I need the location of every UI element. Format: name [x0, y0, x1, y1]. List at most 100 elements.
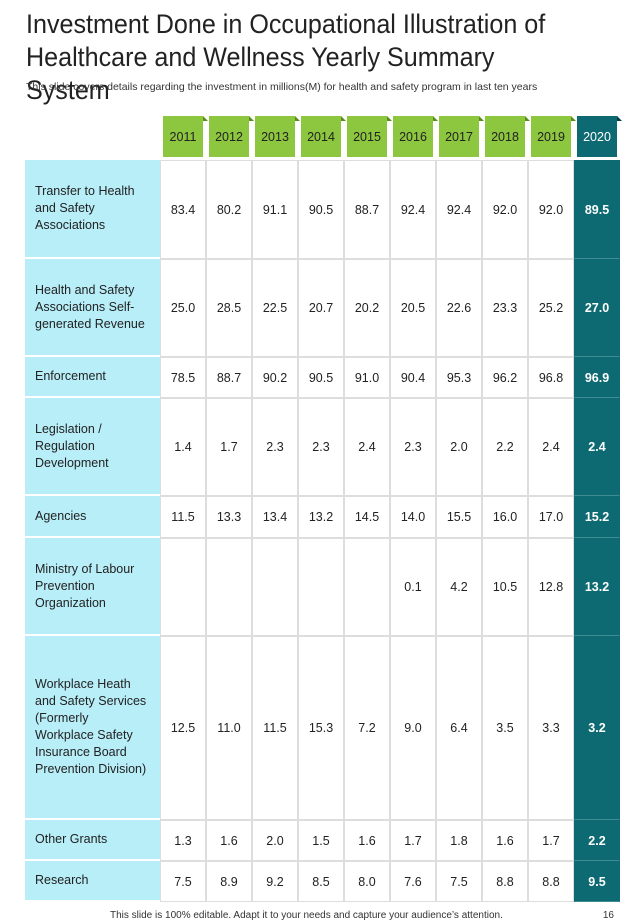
year-header: 2016 — [393, 116, 438, 157]
value-cell: 1.6 — [344, 820, 390, 861]
value-cell: 1.6 — [482, 820, 528, 861]
value-cell: 96.9 — [574, 357, 620, 398]
value-cell: 7.2 — [344, 636, 390, 820]
value-cell: 92.0 — [482, 160, 528, 259]
value-cell: 1.3 — [160, 820, 206, 861]
row-label: Health and Safety Associations Self-gene… — [25, 259, 160, 357]
value-cell: 2.3 — [252, 398, 298, 496]
value-cell: 2.0 — [436, 398, 482, 496]
value-cell — [344, 538, 390, 636]
value-cell: 2.2 — [482, 398, 528, 496]
value-cell: 2.0 — [252, 820, 298, 861]
year-header: 2013 — [255, 116, 300, 157]
subtitle: This slide covers details regarding the … — [26, 81, 538, 93]
value-cell: 14.5 — [344, 496, 390, 538]
value-cell: 15.2 — [574, 496, 620, 538]
value-cell: 12.8 — [528, 538, 574, 636]
value-cell: 7.6 — [390, 861, 436, 902]
value-cell: 92.4 — [390, 160, 436, 259]
value-cell: 90.5 — [298, 357, 344, 398]
year-header: 2014 — [301, 116, 346, 157]
value-cell — [298, 538, 344, 636]
value-cell: 3.2 — [574, 636, 620, 820]
value-cell: 9.5 — [574, 861, 620, 902]
value-cell: 23.3 — [482, 259, 528, 357]
value-cell: 1.5 — [298, 820, 344, 861]
row-label: Workplace Heath and Safety Services (For… — [25, 636, 160, 820]
value-cell: 1.7 — [390, 820, 436, 861]
value-cell: 8.9 — [206, 861, 252, 902]
value-cell: 88.7 — [206, 357, 252, 398]
footer-note: This slide is 100% editable. Adapt it to… — [110, 910, 503, 921]
value-cell: 2.3 — [298, 398, 344, 496]
row-label: Enforcement — [25, 357, 160, 398]
row-label: Transfer to Health and Safety Associatio… — [25, 160, 160, 259]
value-cell: 27.0 — [574, 259, 620, 357]
value-cell: 88.7 — [344, 160, 390, 259]
value-cell: 13.2 — [298, 496, 344, 538]
value-cell: 16.0 — [482, 496, 528, 538]
year-header: 2015 — [347, 116, 392, 157]
value-cell: 1.6 — [206, 820, 252, 861]
page-number: 16 — [602, 910, 614, 921]
value-cell: 20.7 — [298, 259, 344, 357]
value-cell: 9.2 — [252, 861, 298, 902]
value-cell: 25.0 — [160, 259, 206, 357]
row-label: Legislation / Regulation Development — [25, 398, 160, 496]
value-cell: 22.5 — [252, 259, 298, 357]
value-cell: 3.5 — [482, 636, 528, 820]
value-cell: 13.2 — [574, 538, 620, 636]
value-cell: 10.5 — [482, 538, 528, 636]
value-cell: 80.2 — [206, 160, 252, 259]
value-cell: 1.4 — [160, 398, 206, 496]
value-cell: 92.0 — [528, 160, 574, 259]
value-cell: 7.5 — [160, 861, 206, 902]
value-cell: 13.4 — [252, 496, 298, 538]
value-cell: 15.5 — [436, 496, 482, 538]
value-cell: 11.5 — [252, 636, 298, 820]
value-cell: 2.2 — [574, 820, 620, 861]
value-cell: 13.3 — [206, 496, 252, 538]
value-cell: 95.3 — [436, 357, 482, 398]
row-label: Ministry of Labour Prevention Organizati… — [25, 538, 160, 636]
value-cell: 1.7 — [528, 820, 574, 861]
row-label: Agencies — [25, 496, 160, 538]
value-cell: 2.3 — [390, 398, 436, 496]
value-cell: 22.6 — [436, 259, 482, 357]
value-cell: 14.0 — [390, 496, 436, 538]
value-cell: 90.5 — [298, 160, 344, 259]
value-cell: 2.4 — [344, 398, 390, 496]
value-cell: 11.5 — [160, 496, 206, 538]
value-cell: 8.8 — [528, 861, 574, 902]
value-cell: 90.2 — [252, 357, 298, 398]
value-cell: 11.0 — [206, 636, 252, 820]
year-header: 2017 — [439, 116, 484, 157]
value-cell: 25.2 — [528, 259, 574, 357]
year-header: 2019 — [531, 116, 576, 157]
year-header: 2020 — [577, 116, 622, 157]
value-cell: 92.4 — [436, 160, 482, 259]
value-cell: 8.0 — [344, 861, 390, 902]
value-cell: 2.4 — [528, 398, 574, 496]
value-cell: 89.5 — [574, 160, 620, 259]
value-cell: 28.5 — [206, 259, 252, 357]
value-cell: 20.2 — [344, 259, 390, 357]
row-label: Other Grants — [25, 820, 160, 861]
row-label: Research — [25, 861, 160, 902]
value-cell: 91.1 — [252, 160, 298, 259]
value-cell: 3.3 — [528, 636, 574, 820]
value-cell: 15.3 — [298, 636, 344, 820]
value-cell: 0.1 — [390, 538, 436, 636]
title: Investment Done in Occupational Illustra… — [26, 9, 546, 105]
value-cell: 7.5 — [436, 861, 482, 902]
value-cell — [252, 538, 298, 636]
value-cell — [206, 538, 252, 636]
year-header: 2012 — [209, 116, 254, 157]
value-cell: 4.2 — [436, 538, 482, 636]
value-cell: 9.0 — [390, 636, 436, 820]
value-cell: 96.2 — [482, 357, 528, 398]
value-cell: 12.5 — [160, 636, 206, 820]
year-header: 2011 — [163, 116, 208, 157]
value-cell: 6.4 — [436, 636, 482, 820]
